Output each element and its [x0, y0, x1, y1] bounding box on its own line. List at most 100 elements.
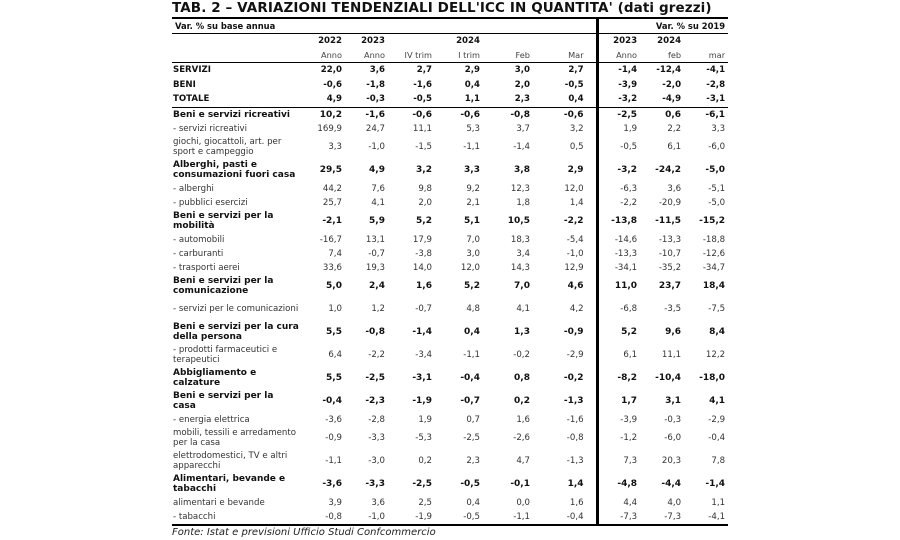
row-label: - servizi ricreativi: [173, 123, 248, 134]
value-cell: -6,1: [705, 109, 726, 120]
value-cell: -0,5: [533, 77, 599, 92]
value-cell: -3,8: [415, 248, 432, 259]
row-label: - trasporti aerei: [173, 262, 240, 273]
value-cell: -2,2: [620, 197, 638, 208]
row-label: Alberghi, pasti e consumazioni fuori cas…: [173, 160, 296, 180]
value-cell: -18,8: [702, 234, 726, 245]
value-cell: -2,8: [368, 414, 385, 425]
table-row: Beni e servizi per la cura della persona…: [172, 320, 728, 344]
year-header-1: 2023: [361, 36, 385, 46]
table-row: - automobili -16,7 13,1 17,9 7,0 18,3 -5,4 -14,…: [172, 232, 728, 247]
value-cell: 2,0: [514, 79, 530, 90]
value-cell: -1,4: [618, 65, 638, 76]
row-label: giochi, giocattoli, art. per sport e cam…: [173, 137, 282, 157]
table-row: - servizi ricreativi 169,9 24,7 11,1 5,3 3,7 3…: [172, 121, 728, 136]
value-cell: 11,0: [614, 281, 638, 291]
row-label: TOTALE: [172, 92, 302, 108]
value-cell: 4,0: [667, 497, 682, 508]
table-row: - prodotti farmaceutici e terapeutici 6,4…: [172, 343, 728, 367]
data-table: Var. % su base annua Var. % su 2019 2022…: [172, 17, 729, 526]
value-cell: -3,6: [325, 414, 342, 425]
row-label: mobili, tessili e arredamento per la cas…: [173, 428, 296, 448]
value-cell: -3,3: [368, 433, 385, 443]
value-cell: -10,4: [655, 373, 682, 383]
value-cell: -4,4: [661, 479, 682, 489]
value-cell: -4,1: [684, 509, 729, 526]
value-cell: 7,8: [711, 456, 726, 466]
value-cell: 12,0: [460, 262, 480, 273]
value-cell: -3,5: [664, 304, 682, 314]
value-cell: 0,7: [466, 414, 480, 425]
value-cell: 0,4: [464, 327, 480, 337]
value-cell: -3,1: [684, 92, 729, 108]
left-group-header: Var. % su base annua: [172, 17, 599, 34]
value-cell: -2,6: [513, 433, 530, 443]
table-row: - servizi per le comunicazioni 1,0 1,2 -0,7…: [172, 297, 728, 321]
year-header-5: [533, 33, 599, 48]
row-label: SERVIZI: [173, 65, 211, 76]
value-cell: 2,2: [667, 123, 682, 134]
value-cell: -13,3: [658, 234, 682, 245]
row-label: - automobili: [173, 234, 225, 245]
value-cell: -3,4: [415, 350, 432, 360]
value-cell: -2,2: [368, 350, 385, 360]
value-cell: 3,7: [516, 123, 530, 134]
value-cell: 0,2: [514, 396, 530, 406]
value-cell: 2,7: [533, 62, 599, 78]
row-label: - energia elettrica: [173, 414, 250, 425]
value-cell: -0,7: [368, 248, 385, 259]
value-cell: 0,8: [514, 373, 530, 383]
value-cell: 169,9: [317, 123, 342, 134]
value-cell: -0,8: [533, 426, 599, 450]
value-cell: -0,4: [460, 373, 480, 383]
value-cell: 2,3: [483, 92, 533, 108]
value-cell: -0,4: [533, 509, 599, 526]
value-cell: -2,1: [322, 216, 342, 226]
row-label: - servizi per le comunicazioni: [173, 304, 299, 314]
value-cell: 2,0: [418, 197, 432, 208]
value-cell: -2,3: [365, 396, 385, 406]
value-cell: -35,2: [658, 262, 682, 273]
value-cell: 2,1: [466, 197, 480, 208]
value-cell: -12,4: [656, 65, 682, 76]
value-cell: -2,5: [463, 433, 480, 443]
table-row: - carburanti 7,4 -0,7 -3,8 3,0 3,4 -1,0 -13,3 -1…: [172, 246, 728, 261]
period-header-6: Anno: [597, 48, 641, 63]
row-label: - tabacchi: [172, 509, 302, 526]
value-cell: -1,6: [533, 412, 599, 427]
table-row: BENI -0,6 -1,8 -1,6 0,4 2,0 -0,5 -3,9 -2,0 -2,8: [172, 77, 728, 92]
value-cell: 10,2: [319, 109, 342, 120]
value-cell: -0,5: [388, 92, 435, 108]
value-cell: -1,8: [366, 79, 385, 90]
period-header-row: Anno Anno IV trim I trim Feb Mar Anno feb mar: [172, 48, 729, 63]
value-cell: -2,2: [533, 209, 599, 233]
value-cell: 5,0: [326, 281, 342, 291]
value-cell: 12,2: [705, 350, 726, 360]
value-cell: 6,1: [623, 350, 638, 360]
value-cell: -7,5: [708, 304, 726, 314]
row-label: Beni e servizi per la casa: [173, 391, 274, 411]
value-cell: 20,3: [661, 456, 682, 466]
table-row: - tabacchi -0,8 -1,0 -1,9 -0,5 -1,1 -0,4 -7,3 -7…: [172, 509, 729, 526]
value-cell: -3,3: [365, 479, 385, 489]
row-label: - pubblici esercizi: [173, 197, 248, 208]
value-cell: -0,3: [345, 92, 388, 108]
value-cell: -5,1: [708, 183, 726, 194]
value-cell: -20,9: [658, 197, 682, 208]
value-cell: -3,6: [322, 479, 342, 489]
value-cell: 3,2: [533, 121, 599, 136]
value-cell: -3,2: [617, 165, 638, 175]
value-cell: 1,4: [533, 195, 599, 210]
value-cell: 12,0: [533, 181, 599, 196]
row-label: Beni e servizi per la cura della persona: [173, 322, 299, 342]
value-cell: -6,3: [620, 183, 638, 194]
value-cell: 14,3: [510, 262, 530, 273]
value-cell: 11,1: [661, 350, 682, 360]
value-cell: -0,8: [510, 109, 530, 120]
value-cell: 1,1: [435, 92, 483, 108]
value-cell: -11,5: [655, 216, 682, 226]
value-cell: -0,1: [510, 479, 530, 489]
value-cell: -1,0: [533, 246, 599, 261]
value-cell: 4,8: [466, 304, 480, 314]
group-header-row: Var. % su base annua Var. % su 2019: [172, 17, 729, 34]
